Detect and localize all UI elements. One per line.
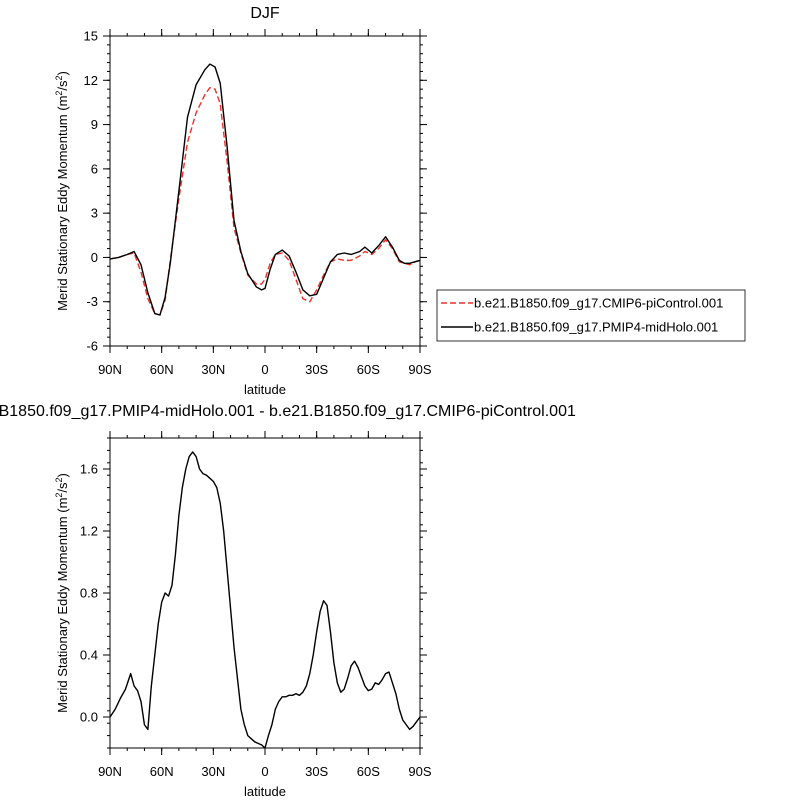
x-tick-label: 60N	[150, 764, 174, 779]
y-label-part: /s	[55, 80, 70, 91]
legend-entry-1: b.e21.B1850.f09_g17.PMIP4-midHolo.001	[474, 320, 718, 335]
x-tick-label: 90N	[98, 362, 122, 377]
x-tick-label: 0	[261, 764, 268, 779]
y-tick-label: 1.6	[80, 462, 98, 477]
x-tick-label: 0	[261, 362, 268, 377]
y-label-superscript: 2	[54, 91, 64, 96]
x-tick-label: 30S	[305, 764, 328, 779]
y-tick-label: 0.4	[80, 648, 98, 663]
legend: b.e21.B1850.f09_g17.CMIP6-piControl.001b…	[436, 289, 746, 342]
y-tick-label: 0	[91, 250, 98, 265]
y-tick-label: 12	[84, 73, 98, 88]
y-label-superscript: 2	[54, 477, 64, 482]
y-label-superscript: 2	[54, 493, 64, 498]
legend-entry-0: b.e21.B1850.f09_g17.CMIP6-piControl.001	[474, 296, 723, 311]
y-label-part: /s	[55, 482, 70, 493]
y-tick-label: 6	[91, 161, 98, 176]
y-label-superscript: 2	[54, 75, 64, 80]
y-tick-label: 15	[84, 29, 98, 44]
x-tick-label: 90S	[408, 764, 431, 779]
y-tick-label: 0.8	[80, 586, 98, 601]
series-line-1	[110, 63, 420, 316]
x-tick-label: 90S	[408, 362, 431, 377]
y-axis-label: Merid Stationary Eddy Momentum (m2/s2)	[54, 473, 70, 713]
y-tick-label: 0.0	[80, 710, 98, 725]
y-label-part: )	[55, 71, 70, 75]
y-tick-label: 1.2	[80, 524, 98, 539]
y-tick-label: 9	[91, 117, 98, 132]
series-line-0	[110, 451, 420, 748]
series-line-0	[110, 86, 420, 316]
x-tick-label: 60S	[357, 764, 380, 779]
legend-box	[436, 289, 746, 342]
chart-title: DJF	[250, 5, 280, 22]
x-tick-label: 30N	[201, 362, 225, 377]
x-tick-label: 90N	[98, 764, 122, 779]
x-axis-label: latitude	[244, 784, 286, 799]
y-label-part: Merid Stationary Eddy Momentum (m	[55, 96, 70, 311]
x-tick-label: 60N	[150, 362, 174, 377]
x-axis-label: latitude	[244, 382, 286, 397]
y-tick-label: -3	[86, 294, 98, 309]
plot-frame	[109, 437, 421, 749]
plot-frame	[109, 35, 421, 347]
x-tick-label: 30S	[305, 362, 328, 377]
y-label-part: Merid Stationary Eddy Momentum (m	[55, 498, 70, 713]
y-tick-label: -6	[86, 339, 98, 354]
x-tick-label: 60S	[357, 362, 380, 377]
y-label-part: )	[55, 473, 70, 477]
x-tick-label: 30N	[201, 764, 225, 779]
bottom-panel: b.e21.B1850.f09_g17.PMIP4-midHolo.001 - …	[0, 403, 576, 799]
top-panel: DJF 90N 60N 30N 0 30S 60S 90S -6 -3 0 3 6 9 12 15 latitu…	[54, 5, 746, 397]
y-tick-label: 3	[91, 206, 98, 221]
y-axis-label: Merid Stationary Eddy Momentum (m2/s2)	[54, 71, 70, 311]
chart-title: b.e21.B1850.f09_g17.PMIP4-midHolo.001 - …	[0, 403, 576, 420]
